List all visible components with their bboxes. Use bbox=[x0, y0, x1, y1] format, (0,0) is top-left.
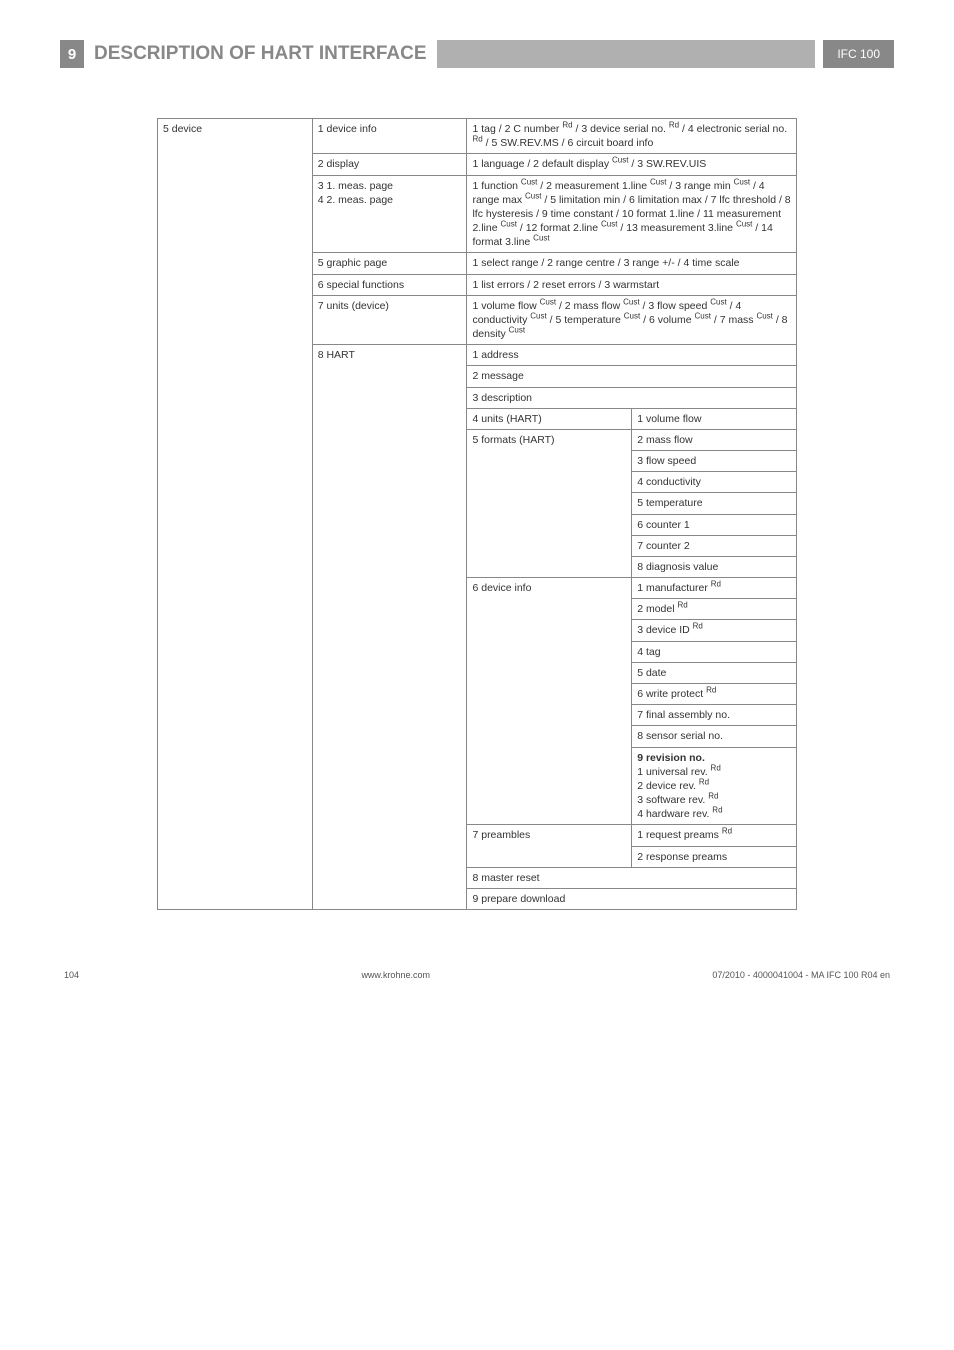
section-number: 9 bbox=[60, 40, 84, 68]
page-footer: 104 www.krohne.com 07/2010 - 4000041004 … bbox=[60, 970, 894, 980]
header-rule bbox=[437, 40, 816, 68]
merged-desc-cell: 1 language / 2 default display Cust / 3 … bbox=[467, 154, 797, 175]
level4-cell: 8 sensor serial no. bbox=[632, 726, 797, 747]
level2-cell: 5 graphic page bbox=[312, 253, 467, 274]
level3-cell: 4 units (HART) bbox=[467, 408, 632, 429]
merged-desc-cell: 1 volume flow Cust / 2 mass flow Cust / … bbox=[467, 295, 797, 345]
level4-cell: 7 counter 2 bbox=[632, 535, 797, 556]
merged-desc-cell: 1 function Cust / 2 measurement 1.line C… bbox=[467, 175, 797, 253]
level2-cell: 7 units (device) bbox=[312, 295, 467, 345]
level4-cell: 5 temperature bbox=[632, 493, 797, 514]
level4-cell: 9 revision no.1 universal rev. Rd2 devic… bbox=[632, 747, 797, 825]
merged-desc-cell: 2 message bbox=[467, 366, 797, 387]
merged-desc-cell: 8 master reset bbox=[467, 867, 797, 888]
level4-cell: 4 tag bbox=[632, 641, 797, 662]
level4-cell: 7 final assembly no. bbox=[632, 705, 797, 726]
level2-cell: 1 device info bbox=[312, 119, 467, 154]
level4-cell: 6 counter 1 bbox=[632, 514, 797, 535]
page-container: 9 DESCRIPTION OF HART INTERFACE IFC 100 … bbox=[0, 0, 954, 1010]
level2-cell: 3 1. meas. page4 2. meas. page bbox=[312, 175, 467, 253]
footer-site: www.krohne.com bbox=[361, 970, 430, 980]
footer-docref: 07/2010 - 4000041004 - MA IFC 100 R04 en bbox=[712, 970, 890, 980]
level4-cell: 4 conductivity bbox=[632, 472, 797, 493]
level4-cell: 3 flow speed bbox=[632, 451, 797, 472]
level4-cell: 2 response preams bbox=[632, 846, 797, 867]
level2-cell: 8 HART bbox=[312, 345, 467, 910]
level4-cell: 1 request preams Rd bbox=[632, 825, 797, 846]
level3-cell: 7 preambles bbox=[467, 825, 632, 867]
level4-cell: 3 device ID Rd bbox=[632, 620, 797, 641]
level3-cell: 5 formats (HART) bbox=[467, 429, 632, 577]
merged-desc-cell: 1 address bbox=[467, 345, 797, 366]
table-row: 5 device1 device info1 tag / 2 C number … bbox=[158, 119, 797, 154]
merged-desc-cell: 1 select range / 2 range centre / 3 rang… bbox=[467, 253, 797, 274]
level2-cell: 2 display bbox=[312, 154, 467, 175]
level4-cell: 8 diagnosis value bbox=[632, 556, 797, 577]
header-bar: 9 DESCRIPTION OF HART INTERFACE IFC 100 bbox=[60, 40, 894, 68]
level4-cell: 2 mass flow bbox=[632, 429, 797, 450]
level2-cell: 6 special functions bbox=[312, 274, 467, 295]
level4-cell: 6 write protect Rd bbox=[632, 683, 797, 704]
section-title: DESCRIPTION OF HART INTERFACE bbox=[84, 40, 437, 68]
merged-desc-cell: 1 tag / 2 C number Rd / 3 device serial … bbox=[467, 119, 797, 154]
description-table: 5 device1 device info1 tag / 2 C number … bbox=[157, 118, 797, 910]
merged-desc-cell: 9 prepare download bbox=[467, 888, 797, 909]
merged-desc-cell: 3 description bbox=[467, 387, 797, 408]
page-number: 104 bbox=[64, 970, 79, 980]
level4-cell: 2 model Rd bbox=[632, 599, 797, 620]
level4-cell: 1 volume flow bbox=[632, 408, 797, 429]
level4-cell: 5 date bbox=[632, 662, 797, 683]
level3-cell: 6 device info bbox=[467, 578, 632, 825]
merged-desc-cell: 1 list errors / 2 reset errors / 3 warms… bbox=[467, 274, 797, 295]
product-badge: IFC 100 bbox=[823, 40, 894, 68]
level4-cell: 1 manufacturer Rd bbox=[632, 578, 797, 599]
root-cell: 5 device bbox=[158, 119, 313, 910]
